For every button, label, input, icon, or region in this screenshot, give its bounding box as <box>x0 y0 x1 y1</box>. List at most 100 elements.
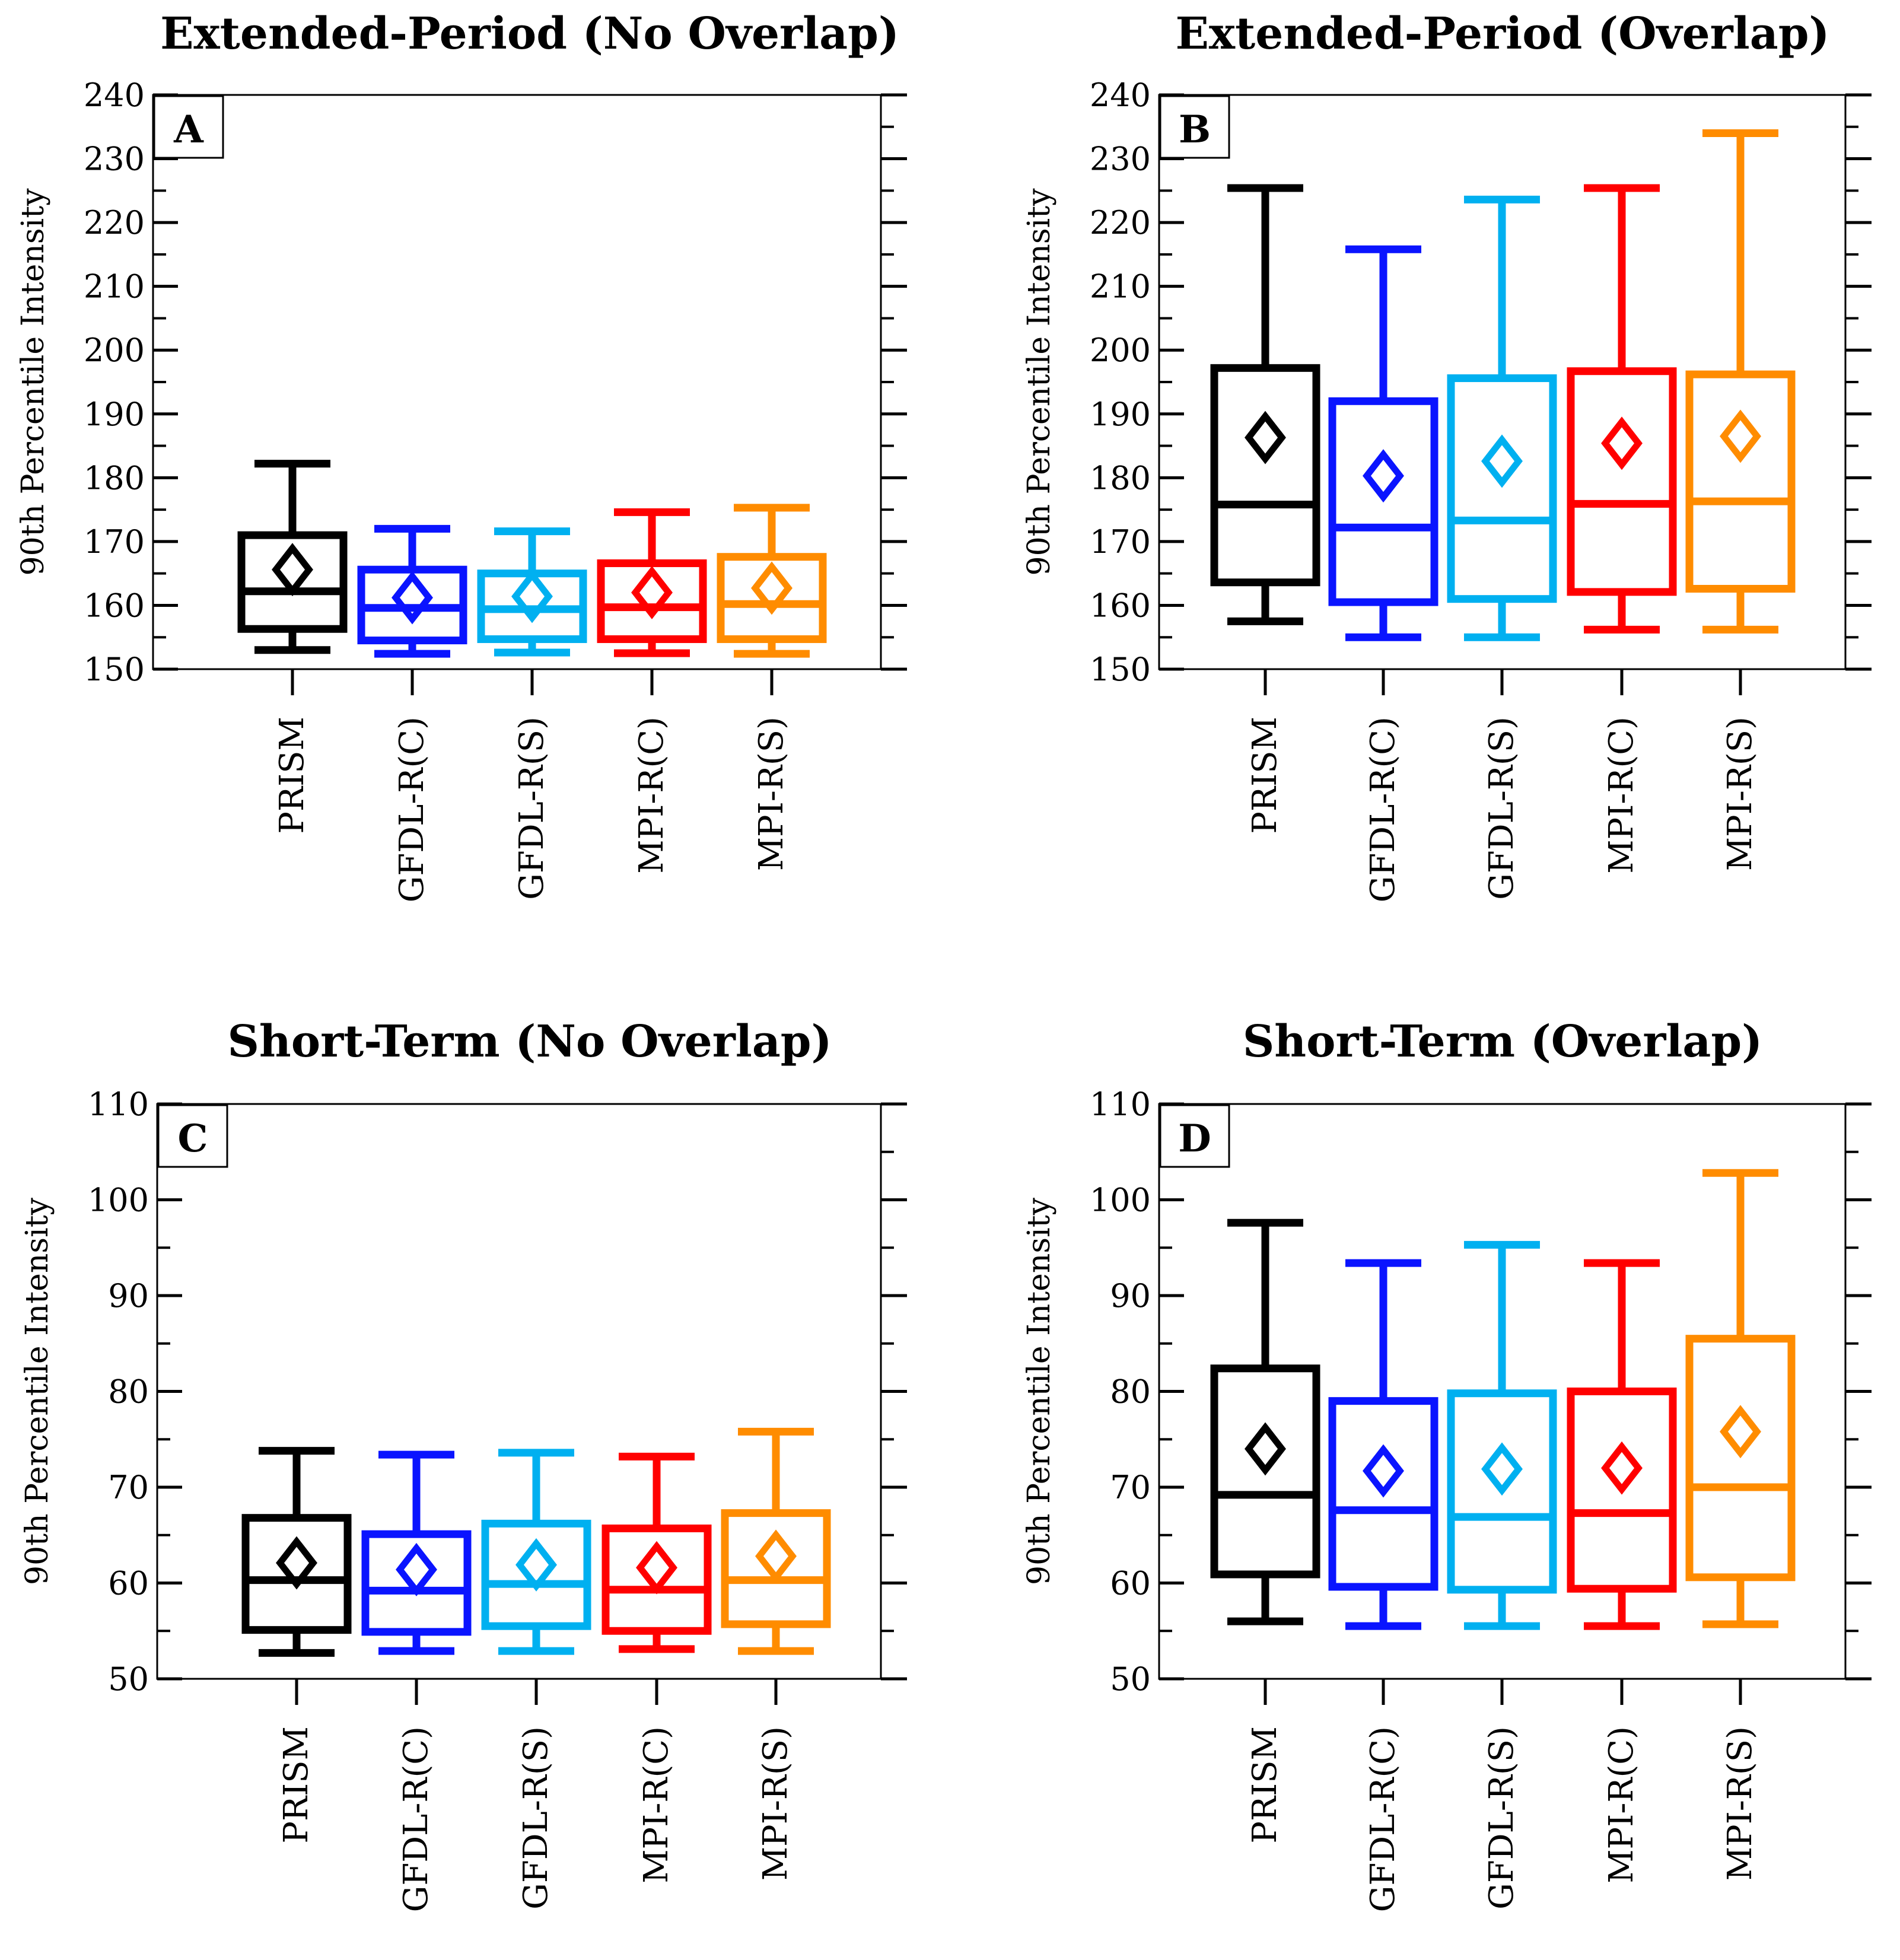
x-tick-label: GFDL-R(S) <box>513 717 551 900</box>
iqr-box <box>1447 1389 1557 1594</box>
y-tick-label: 240 <box>1090 77 1151 114</box>
panel-label-box <box>1159 95 1230 159</box>
y-tick-label: 50 <box>108 1660 149 1698</box>
x-tick-label: MPI-R(S) <box>1721 1726 1759 1881</box>
box-gfdl-r-c <box>357 524 467 658</box>
y-tick-label: 190 <box>1090 396 1151 433</box>
x-tick-label: PRISM <box>1246 717 1284 834</box>
box-gfdl-r-s <box>1447 195 1557 641</box>
iqr-box <box>1567 1388 1677 1593</box>
y-axis: 50 60 70 80 90 100 110 <box>1090 1086 1872 1698</box>
y-tick-label: 190 <box>84 396 145 433</box>
y-tick-label: 160 <box>1090 587 1151 624</box>
y-tick-label: 60 <box>108 1565 149 1602</box>
iqr-box <box>1328 397 1438 606</box>
iqr-box <box>241 1514 352 1634</box>
y-tick-label: 200 <box>1090 332 1151 369</box>
y-axis-label: 90th Percentile Intensity <box>1021 188 1057 576</box>
y-tick-label: 210 <box>1090 268 1151 306</box>
y-tick-label: 100 <box>88 1182 149 1219</box>
iqr-box <box>717 553 827 643</box>
mean-marker <box>631 565 673 619</box>
y-tick-label: 150 <box>84 651 145 688</box>
mean-marker <box>751 561 793 615</box>
mean-marker <box>272 543 313 597</box>
box-prism <box>241 1447 352 1657</box>
panel-title: Short-Term (No Overlap) <box>227 1016 832 1067</box>
panel-c: Short-Term (No Overlap) 50 60 70 80 90 100 110 9… <box>20 1016 907 1912</box>
box-gfdl-r-s <box>481 1449 591 1655</box>
iqr-box <box>1685 1335 1796 1582</box>
x-tick-label: GFDL-R(S) <box>1482 717 1521 900</box>
y-tick-label: 220 <box>84 204 145 241</box>
mean-marker <box>1481 1442 1523 1496</box>
x-tick-label: MPI-R(C) <box>1602 1726 1641 1883</box>
panel-title: Extended-Period (No Overlap) <box>160 8 899 59</box>
box-prism <box>1210 1218 1320 1625</box>
box-gfdl-r-s <box>1447 1240 1557 1630</box>
y-tick-label: 240 <box>84 77 145 114</box>
panel-title: Extended-Period (Overlap) <box>1176 8 1830 59</box>
mean-marker <box>1601 1441 1643 1495</box>
box-gfdl-r-c <box>1328 1259 1438 1630</box>
panel-label: C <box>157 1104 228 1168</box>
x-tick-label: MPI-R(S) <box>1721 717 1759 871</box>
mean-marker <box>1601 416 1643 470</box>
panel-label-text: D <box>1178 1116 1211 1161</box>
mean-marker <box>636 1541 677 1595</box>
y-tick-label: 70 <box>1110 1469 1151 1506</box>
x-tick-label: MPI-R(S) <box>752 717 791 871</box>
y-tick-label: 200 <box>84 332 145 369</box>
mean-marker <box>511 569 553 623</box>
y-tick-label: 160 <box>84 587 145 624</box>
box-mpi-r-c <box>601 1452 712 1653</box>
x-tick-label: PRISM <box>277 1726 316 1844</box>
panel-a: Extended-Period (No Overlap) 150 160 170 180… <box>15 8 907 902</box>
box-gfdl-r-s <box>477 527 587 657</box>
panel-label: D <box>1159 1104 1230 1168</box>
iqr-box <box>1567 367 1677 596</box>
y-tick-label: 230 <box>1090 141 1151 178</box>
y-tick-label: 80 <box>108 1373 149 1411</box>
box-mpi-r-c <box>597 508 707 657</box>
box-mpi-r-c <box>1567 1259 1677 1630</box>
y-axis: 150 160 170 180 190 200 210 220 230 240 <box>1090 77 1872 688</box>
box-prism <box>237 460 348 654</box>
y-axis-label: 90th Percentile Intensity <box>1021 1197 1057 1585</box>
y-tick-label: 110 <box>88 1086 149 1123</box>
y-tick-label: 170 <box>1090 523 1151 561</box>
x-tick-label: GFDL-R(S) <box>517 1726 555 1910</box>
y-axis: 150 160 170 180 190 200 210 220 230 240 <box>84 77 907 688</box>
mean-marker <box>276 1536 317 1590</box>
iqr-box <box>721 1509 831 1628</box>
mean-marker <box>392 571 433 625</box>
box-gfdl-r-c <box>361 1450 472 1655</box>
x-tick-label: PRISM <box>1246 1726 1284 1844</box>
y-tick-label: 170 <box>84 523 145 561</box>
mean-marker <box>1363 449 1404 503</box>
iqr-box <box>1328 1397 1438 1591</box>
x-tick-label: GFDL-R(C) <box>397 1726 435 1912</box>
y-tick-label: 110 <box>1090 1086 1151 1123</box>
y-axis: 50 60 70 80 90 100 110 <box>88 1086 907 1698</box>
panel-label: B <box>1159 95 1230 159</box>
x-tick-label: MPI-R(C) <box>1602 717 1641 874</box>
y-tick-label: 60 <box>1110 1565 1151 1602</box>
mean-marker <box>396 1542 437 1596</box>
y-tick-label: 180 <box>1090 459 1151 497</box>
y-tick-label: 50 <box>1110 1660 1151 1698</box>
mean-marker <box>1720 409 1761 463</box>
y-tick-label: 230 <box>84 141 145 178</box>
box-gfdl-r-c <box>1328 245 1438 641</box>
mean-marker <box>1363 1444 1404 1498</box>
iqr-box <box>361 1530 472 1636</box>
iqr-box <box>597 559 707 643</box>
mean-marker <box>1720 1405 1761 1459</box>
box-mpi-r-s <box>721 1427 831 1655</box>
y-tick-label: 100 <box>1090 1182 1151 1219</box>
panel-label-box <box>153 95 224 159</box>
box-prism <box>1210 184 1320 625</box>
iqr-box <box>1210 364 1320 587</box>
panel-d: Short-Term (Overlap) 50 60 70 80 90 100 110 90th… <box>1021 1016 1872 1912</box>
y-axis-label: 90th Percentile Intensity <box>20 1197 55 1585</box>
